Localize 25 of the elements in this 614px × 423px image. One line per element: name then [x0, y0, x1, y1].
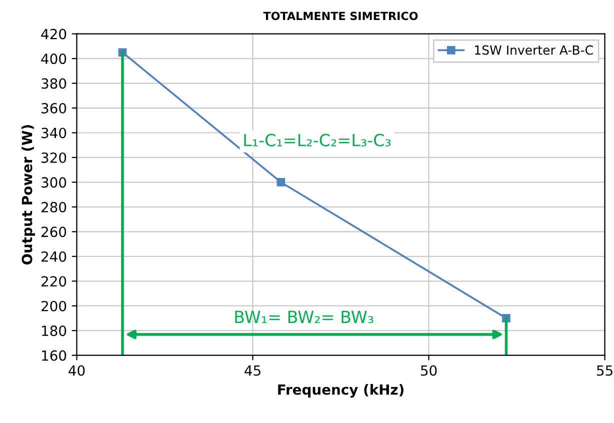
x-tick-label: 50 — [421, 365, 437, 376]
annotation: BW₁= BW₂= BW₃ — [235, 310, 374, 324]
y-tick-label: 320 — [42, 152, 66, 163]
y-tick-label: 420 — [41, 28, 66, 40]
point — [276, 178, 286, 186]
y-tick-label: 260 — [42, 226, 66, 238]
x-tick-label: 40 — [68, 365, 85, 376]
y-tick-label: 380 — [42, 78, 66, 89]
x-tick-label: 55 — [597, 365, 612, 376]
y-tick-label: 240 — [42, 251, 66, 262]
legend-label: 1SW Inverter A-B-C — [475, 45, 593, 55]
y-axis-title: Output Power (W) — [22, 125, 35, 265]
x-axis-title: Frequency (kHz) — [278, 384, 404, 398]
y-tick-label: 400 — [41, 54, 66, 64]
y-tick-label: 300 — [42, 177, 66, 188]
chart-title: TOTALMENTE SIMETRICO — [263, 12, 418, 20]
x-tick-label: 45 — [244, 365, 260, 376]
y-tick-label: 340 — [42, 128, 66, 138]
y-tick-label: 200 — [42, 300, 66, 312]
y-tick-label: 280 — [42, 202, 66, 212]
annotation: L₁-C₁=L₂-C₂=L₃-C₃ — [244, 134, 391, 146]
y-tick-label: 180 — [42, 326, 66, 336]
y-tick-label: 360 — [42, 102, 66, 114]
y-tick-label: 160 — [42, 350, 66, 361]
y-tick-label: 220 — [42, 276, 66, 287]
